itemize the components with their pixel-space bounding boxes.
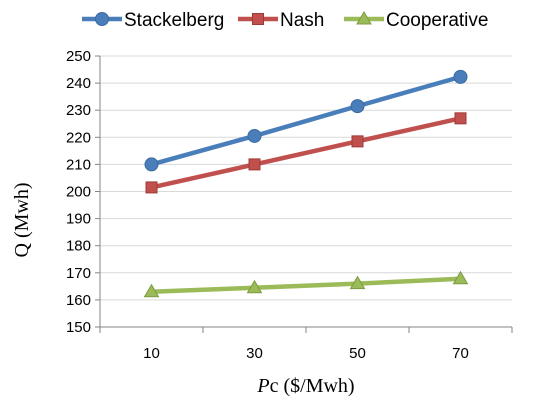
x-tick-label: 70: [452, 345, 469, 362]
y-tick-label: 170: [66, 265, 91, 282]
y-tick-label: 180: [66, 238, 91, 255]
x-axis: 10 30 50 70: [99, 327, 513, 362]
data-point-cooperative: [452, 270, 469, 285]
data-point-cooperative: [246, 279, 263, 294]
series-line-cooperative: [151, 276, 461, 295]
x-tick-label: 30: [246, 345, 263, 362]
data-point-nash: [145, 181, 158, 194]
data-point-cooperative: [349, 275, 366, 290]
legend-label-nash: Nash: [280, 10, 324, 31]
x-axis-title-italic: P: [256, 375, 269, 397]
y-tick-label: 160: [66, 292, 91, 309]
legend: Stackelberg Nash Cooperative: [82, 10, 488, 31]
data-point-stackelberg: [144, 157, 159, 172]
series-group: [143, 69, 469, 298]
y-tick-label: 150: [66, 319, 91, 336]
y-tick-label: 230: [66, 102, 91, 119]
y-tick-label: 210: [66, 156, 91, 173]
legend-marker-cooperative: [356, 11, 372, 25]
x-axis-title: Pc ($/Mwh): [256, 375, 354, 397]
series-line-nash: [151, 116, 461, 190]
legend-label-stackelberg: Stackelberg: [124, 10, 224, 31]
y-tick-label: 240: [66, 75, 91, 92]
legend-marker-nash: [252, 13, 264, 25]
y-axis-title: Q (Mwh): [11, 183, 33, 258]
y-tick-label: 200: [66, 184, 91, 201]
x-tick-label: 10: [143, 345, 160, 362]
data-point-nash: [454, 112, 467, 125]
data-point-stackelberg: [247, 128, 262, 143]
x-tick-label: 50: [349, 345, 366, 362]
data-point-cooperative: [143, 283, 160, 298]
series-line-stackelberg: [150, 74, 462, 167]
data-point-nash: [351, 135, 364, 148]
y-tick-label: 250: [66, 48, 91, 65]
data-point-stackelberg: [350, 99, 365, 114]
data-point-stackelberg: [453, 69, 468, 84]
y-axis-ticks: 150 160 170 180 190 200 210 220 230 240 250: [66, 48, 101, 336]
legend-marker-stackelberg: [95, 12, 109, 26]
legend-label-cooperative: Cooperative: [386, 10, 488, 31]
x-axis-title-rest: c ($/Mwh): [270, 375, 355, 397]
y-tick-label: 220: [66, 129, 91, 146]
data-point-nash: [248, 158, 261, 171]
y-tick-label: 190: [66, 211, 91, 228]
